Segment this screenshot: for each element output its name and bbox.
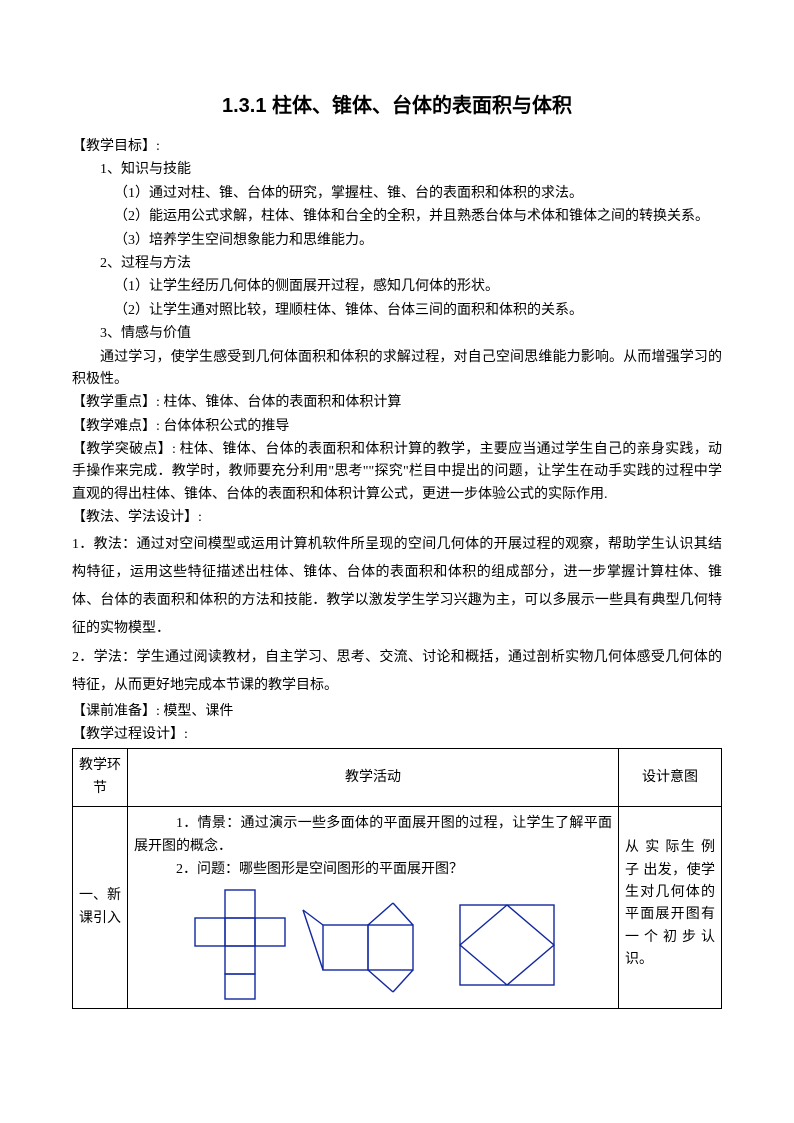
- difficult: 【教学难点】: 台体体积公式的推导: [72, 416, 722, 438]
- process-design-head: 【教学过程设计】:: [72, 724, 722, 746]
- page-title: 1.3.1 柱体、锥体、台体的表面积与体积: [72, 90, 722, 122]
- activity-line-1: 1．情景：通过演示一些多面体的平面展开图的过程，让学生了解平面展开图的概念．: [134, 813, 612, 858]
- knowledge-item-2: （2）能运用公式求解，柱体、锥体和台全的全积，并且熟悉台体与术体和锥体之间的转换…: [72, 206, 722, 228]
- table-header-row: 教学环节 教学活动 设计意图: [73, 749, 722, 807]
- th-activity: 教学活动: [128, 749, 619, 807]
- method-1: 1．教法：通过对空间模型或运用计算机软件所呈现的空间几何体的开展过程的观察，帮助…: [72, 531, 722, 643]
- cell-activity: 1．情景：通过演示一些多面体的平面展开图的过程，让学生了解平面展开图的概念． 2…: [128, 807, 619, 1009]
- square-diamond-icon: [452, 895, 562, 995]
- th-intent: 设计意图: [619, 749, 722, 807]
- method-head: 【教法、学法设计】:: [72, 507, 722, 529]
- process-table: 教学环节 教学活动 设计意图 一、新课引入 1．情景：通过演示一些多面体的平面展…: [72, 748, 722, 1009]
- cell-intent: 从 实 际生 例 子 出发，使学生对几何体的平面展开图有一个初步认识。: [619, 807, 722, 1009]
- cell-stage: 一、新课引入: [73, 807, 128, 1009]
- content-body: 【教学目标】: 1、知识与技能 （1）通过对柱、锥、台体的研究，掌握柱、锥、台的…: [72, 136, 722, 746]
- intent-text: 从 实 际生 例 子 出发，使学生对几何体的平面展开图有一个初步认识。: [625, 840, 715, 967]
- table-row: 一、新课引入 1．情景：通过演示一些多面体的平面展开图的过程，让学生了解平面展开…: [73, 807, 722, 1009]
- activity-line-2: 2．问题：哪些图形是空间图形的平面展开图？: [134, 859, 612, 881]
- keypoint: 【教学重点】: 柱体、锥体、台体的表面积和体积计算: [72, 392, 722, 414]
- process-head: 2、过程与方法: [72, 253, 722, 275]
- unfold-diagrams: [134, 887, 612, 1002]
- process-item-1: （1）让学生经历几何体的侧面展开过程，感知几何体的形状。: [72, 276, 722, 298]
- value-head: 3、情感与价值: [72, 323, 722, 345]
- process-item-2: （2）让学生通对照比较，理顺柱体、锥体、台体三间的面积和体积的关系。: [72, 300, 722, 322]
- method-2: 2．学法：学生通过阅读教材，自主学习、思考、交流、讨论和概括，通过剖析实物几何体…: [72, 644, 722, 700]
- th-stage: 教学环节: [73, 749, 128, 807]
- prep: 【课前准备】: 模型、课件: [72, 701, 722, 723]
- knowledge-item-1: （1）通过对柱、锥、台体的研究，掌握柱、锥、台的表面积和体积的求法。: [72, 183, 722, 205]
- goals-heading: 【教学目标】:: [72, 136, 722, 158]
- knowledge-head: 1、知识与技能: [72, 159, 722, 181]
- value-item-1: 通过学习，使学生感受到几何体面积和体积的求解过程，对自己空间思维能力影响。从而增…: [72, 347, 722, 392]
- cross-net-icon: [185, 887, 295, 1002]
- knowledge-item-3: （3）培养学生空间想象能力和思维能力。: [72, 230, 722, 252]
- box-flap-icon: [298, 895, 448, 995]
- breakthrough: 【教学突破点】: 柱体、锥体、台体的表面积和体积计算的教学，主要应当通过学生自己…: [72, 439, 722, 506]
